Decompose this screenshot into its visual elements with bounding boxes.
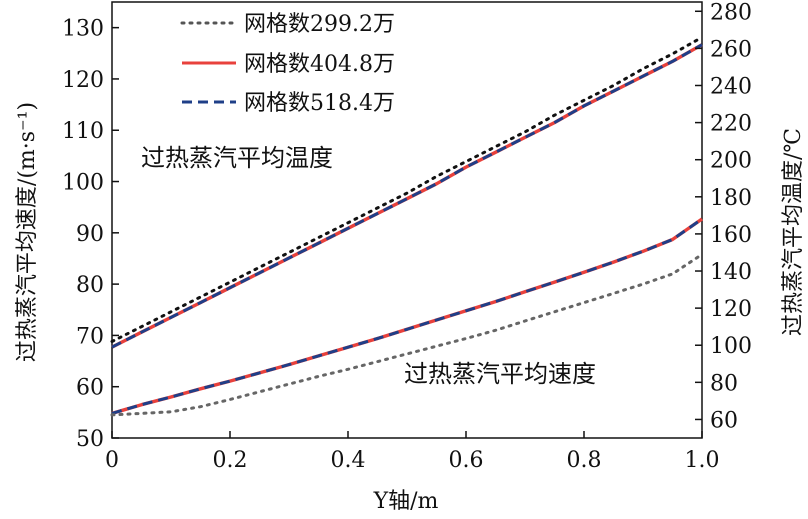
legend-label-299: 网格数299.2万 [244,12,395,37]
right-tick-label: 80 [710,371,738,396]
series-line-temperature-dashed [111,43,703,349]
left-tick-label: 80 [76,273,104,298]
series-line-temperature-dotted [110,35,704,343]
left-tick-label: 60 [76,376,104,401]
legend-label-518: 网格数518.4万 [244,91,395,116]
right-tick-label: 140 [710,260,752,285]
x-tick-label: 0.2 [213,448,248,473]
right-axis-title: 过热蒸汽平均温度/℃ [781,128,806,336]
right-tick-label: 100 [710,334,752,359]
right-tick-label: 260 [710,37,752,62]
annotation-velocity: 过热蒸汽平均速度 [404,360,596,388]
right-tick-label: 120 [710,297,752,322]
right-tick-label: 60 [710,408,738,433]
legend: 网格数299.2万 网格数404.8万 网格数518.4万 [180,12,395,116]
series-group [110,35,704,417]
left-tick-label: 70 [76,324,104,349]
left-tick-label: 120 [62,68,104,93]
x-tick-label: 0.8 [567,448,602,473]
left-tick-label: 130 [62,17,104,42]
right-tick-label: 240 [710,74,752,99]
left-tick-label: 110 [62,119,104,144]
legend-label-404: 网格数404.8万 [244,52,395,77]
left-tick-label: 90 [76,222,104,247]
series-line-velocity-dashed [111,217,703,415]
x-tick-label: 0 [105,448,119,473]
left-tick-label: 50 [76,427,104,452]
right-tick-label: 160 [710,223,752,248]
annotation-temperature: 过热蒸汽平均温度 [141,144,333,172]
right-tick-label: 220 [710,112,752,137]
x-tick-label: 1.0 [685,448,720,473]
x-axis-title: Y轴/m [373,489,439,514]
series-line-velocity-dotted [110,252,704,417]
x-tick-label: 0.4 [331,448,366,473]
right-tick-label: 180 [710,186,752,211]
ticks-group: 0 0.2 0.4 0.6 0.8 1.0 50 60 70 80 90 100 110 120 130 60… [62,0,752,473]
right-tick-label: 280 [710,0,752,25]
right-tick-label: 200 [710,149,752,174]
left-tick-label: 100 [62,171,104,196]
left-axis-title: 过热蒸汽平均速度/(m·s⁻¹) [15,102,40,362]
x-tick-label: 0.6 [449,448,484,473]
